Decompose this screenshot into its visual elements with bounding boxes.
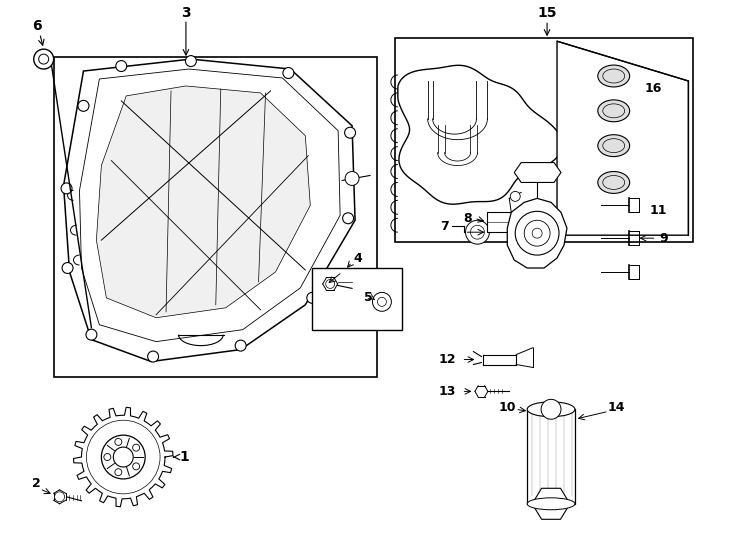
Bar — [395, 38, 694, 242]
Text: 9: 9 — [659, 232, 668, 245]
Circle shape — [470, 225, 484, 239]
Circle shape — [61, 183, 72, 194]
Circle shape — [115, 469, 122, 476]
Circle shape — [541, 400, 561, 419]
Circle shape — [377, 298, 386, 306]
Polygon shape — [73, 407, 173, 507]
Circle shape — [524, 220, 550, 246]
Circle shape — [101, 435, 145, 479]
Circle shape — [465, 220, 490, 244]
Circle shape — [186, 56, 197, 66]
Bar — [54, 57, 377, 377]
Circle shape — [103, 454, 111, 461]
Circle shape — [148, 351, 159, 362]
Text: 15: 15 — [537, 6, 557, 21]
Text: 3: 3 — [181, 6, 191, 21]
Circle shape — [345, 127, 355, 138]
Polygon shape — [64, 59, 355, 361]
Polygon shape — [398, 65, 562, 204]
Circle shape — [343, 213, 354, 224]
Text: 14: 14 — [608, 401, 625, 414]
Text: 6: 6 — [32, 19, 42, 33]
Text: 1: 1 — [173, 450, 189, 464]
Circle shape — [86, 329, 97, 340]
Circle shape — [39, 54, 48, 64]
Ellipse shape — [527, 402, 575, 417]
Circle shape — [115, 438, 122, 445]
Circle shape — [34, 49, 54, 69]
Ellipse shape — [597, 100, 630, 122]
Ellipse shape — [527, 498, 575, 510]
Text: 13: 13 — [439, 385, 457, 398]
Circle shape — [515, 211, 559, 255]
Ellipse shape — [597, 172, 630, 193]
Circle shape — [283, 68, 294, 78]
Text: 4: 4 — [354, 252, 363, 265]
Circle shape — [78, 100, 89, 111]
Text: 7: 7 — [440, 220, 449, 233]
Circle shape — [510, 191, 520, 201]
Polygon shape — [515, 163, 561, 183]
Bar — [312, 268, 401, 330]
Circle shape — [532, 228, 542, 238]
Circle shape — [87, 420, 160, 494]
Circle shape — [235, 340, 246, 351]
Text: 10: 10 — [498, 401, 516, 414]
Circle shape — [133, 463, 139, 470]
Polygon shape — [532, 488, 570, 519]
Text: 8: 8 — [463, 212, 472, 225]
Polygon shape — [507, 198, 567, 268]
Ellipse shape — [597, 65, 630, 87]
Text: 5: 5 — [363, 292, 372, 305]
Text: 16: 16 — [645, 83, 662, 96]
Circle shape — [62, 262, 73, 273]
Circle shape — [133, 444, 139, 451]
Polygon shape — [557, 41, 688, 235]
Circle shape — [92, 425, 155, 489]
Circle shape — [116, 60, 127, 71]
Bar — [527, 409, 575, 504]
Polygon shape — [96, 86, 310, 318]
Text: 12: 12 — [439, 353, 457, 366]
Circle shape — [345, 172, 359, 185]
Circle shape — [307, 292, 318, 303]
Polygon shape — [487, 212, 531, 232]
Text: 2: 2 — [32, 477, 41, 490]
Circle shape — [326, 280, 335, 288]
Circle shape — [113, 447, 133, 467]
Circle shape — [372, 292, 391, 311]
Text: 11: 11 — [650, 204, 667, 217]
Circle shape — [54, 492, 65, 502]
Ellipse shape — [597, 134, 630, 157]
